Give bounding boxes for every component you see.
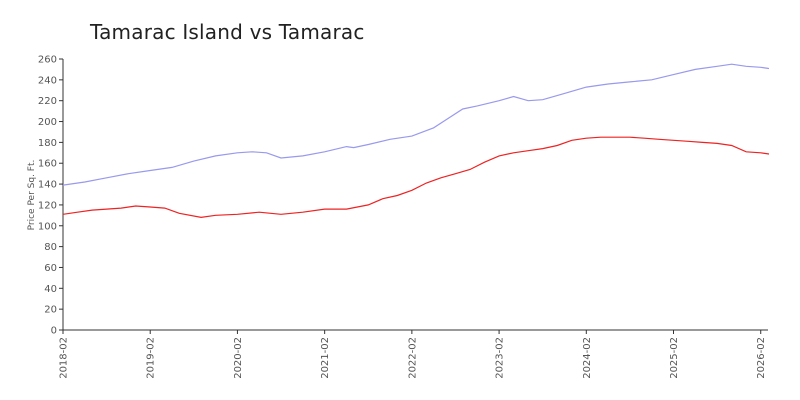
x-tick-label: 2021-02 <box>320 337 331 379</box>
y-tick-label: 20 <box>44 305 57 316</box>
chart-title: Tamarac Island vs Tamarac <box>90 20 365 44</box>
series-group <box>63 63 769 219</box>
y-tick-label: 160 <box>38 159 57 170</box>
y-tick-label: 140 <box>38 180 57 191</box>
y-tick-label: 180 <box>38 138 57 149</box>
y-tick-label: 240 <box>38 75 57 86</box>
y-tick-label: 40 <box>44 284 57 295</box>
y-tick-label: 0 <box>51 326 57 337</box>
y-tick-label: 260 <box>38 55 57 66</box>
y-tick-label: 120 <box>38 200 57 211</box>
y-tick-label: 80 <box>44 242 57 253</box>
x-tick-label: 2019-02 <box>146 337 157 379</box>
series-line-2 <box>63 136 769 219</box>
y-axis: 0 20 40 60 80 100 120 140 160 180 200 220 240 260 <box>38 55 64 337</box>
x-tick-label: 2026-02 <box>756 337 767 379</box>
x-tick-label: 2020-02 <box>233 337 244 379</box>
series-line-1 <box>63 63 769 186</box>
y-tick-label: 60 <box>44 263 57 274</box>
x-tick-label: 2025-02 <box>669 337 680 379</box>
y-tick-label: 200 <box>38 117 57 128</box>
x-tick-label: 2023-02 <box>495 337 506 379</box>
x-tick-label: 2018-02 <box>59 337 70 379</box>
x-axis: 2018-02 2019-02 2020-02 2021-02 2022-02 2023-… <box>59 329 768 379</box>
x-tick-label: 2022-02 <box>407 337 418 379</box>
y-tick-label: 220 <box>38 96 57 107</box>
x-tick-label: 2024-02 <box>582 337 593 379</box>
y-tick-label: 100 <box>38 221 57 232</box>
